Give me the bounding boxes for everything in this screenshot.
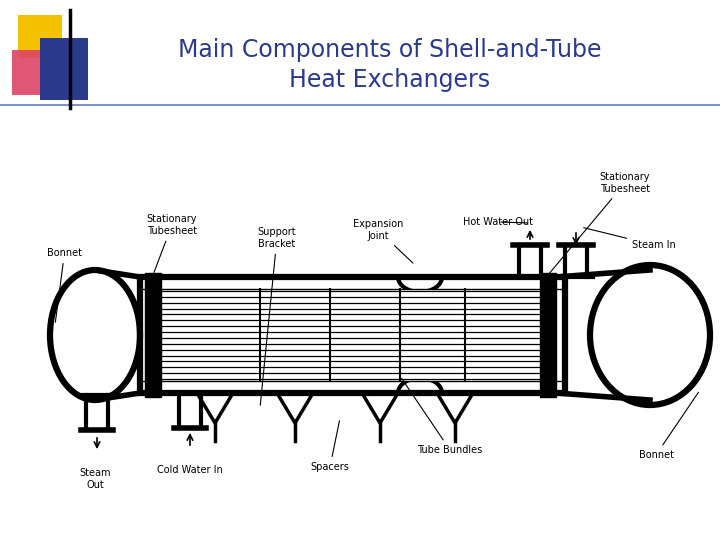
- Ellipse shape: [53, 273, 137, 397]
- Text: Cold Water In: Cold Water In: [157, 465, 223, 475]
- Polygon shape: [40, 38, 88, 100]
- Text: Hot Water Out: Hot Water Out: [463, 217, 533, 227]
- Text: Bonnet: Bonnet: [47, 248, 82, 322]
- Text: Steam
Out: Steam Out: [79, 468, 111, 490]
- Text: Spacers: Spacers: [310, 421, 349, 472]
- Text: Main Components of Shell-and-Tube: Main Components of Shell-and-Tube: [179, 38, 602, 62]
- Text: Bonnet: Bonnet: [639, 392, 698, 460]
- Text: Steam In: Steam In: [584, 228, 676, 250]
- Text: Heat Exchangers: Heat Exchangers: [289, 68, 490, 92]
- Ellipse shape: [593, 268, 707, 402]
- Bar: [145, 273, 161, 397]
- Polygon shape: [18, 15, 62, 58]
- Text: Stationary
Tubesheet: Stationary Tubesheet: [147, 214, 197, 272]
- Text: Tube Bundles: Tube Bundles: [402, 379, 482, 455]
- Bar: [140, 277, 565, 393]
- Bar: [540, 273, 556, 397]
- Polygon shape: [12, 50, 58, 95]
- Text: Stationary
Tubesheet: Stationary Tubesheet: [550, 172, 650, 273]
- Text: Expansion
Joint: Expansion Joint: [353, 219, 413, 263]
- Bar: [161, 289, 565, 381]
- Text: Support
Bracket: Support Bracket: [258, 227, 297, 405]
